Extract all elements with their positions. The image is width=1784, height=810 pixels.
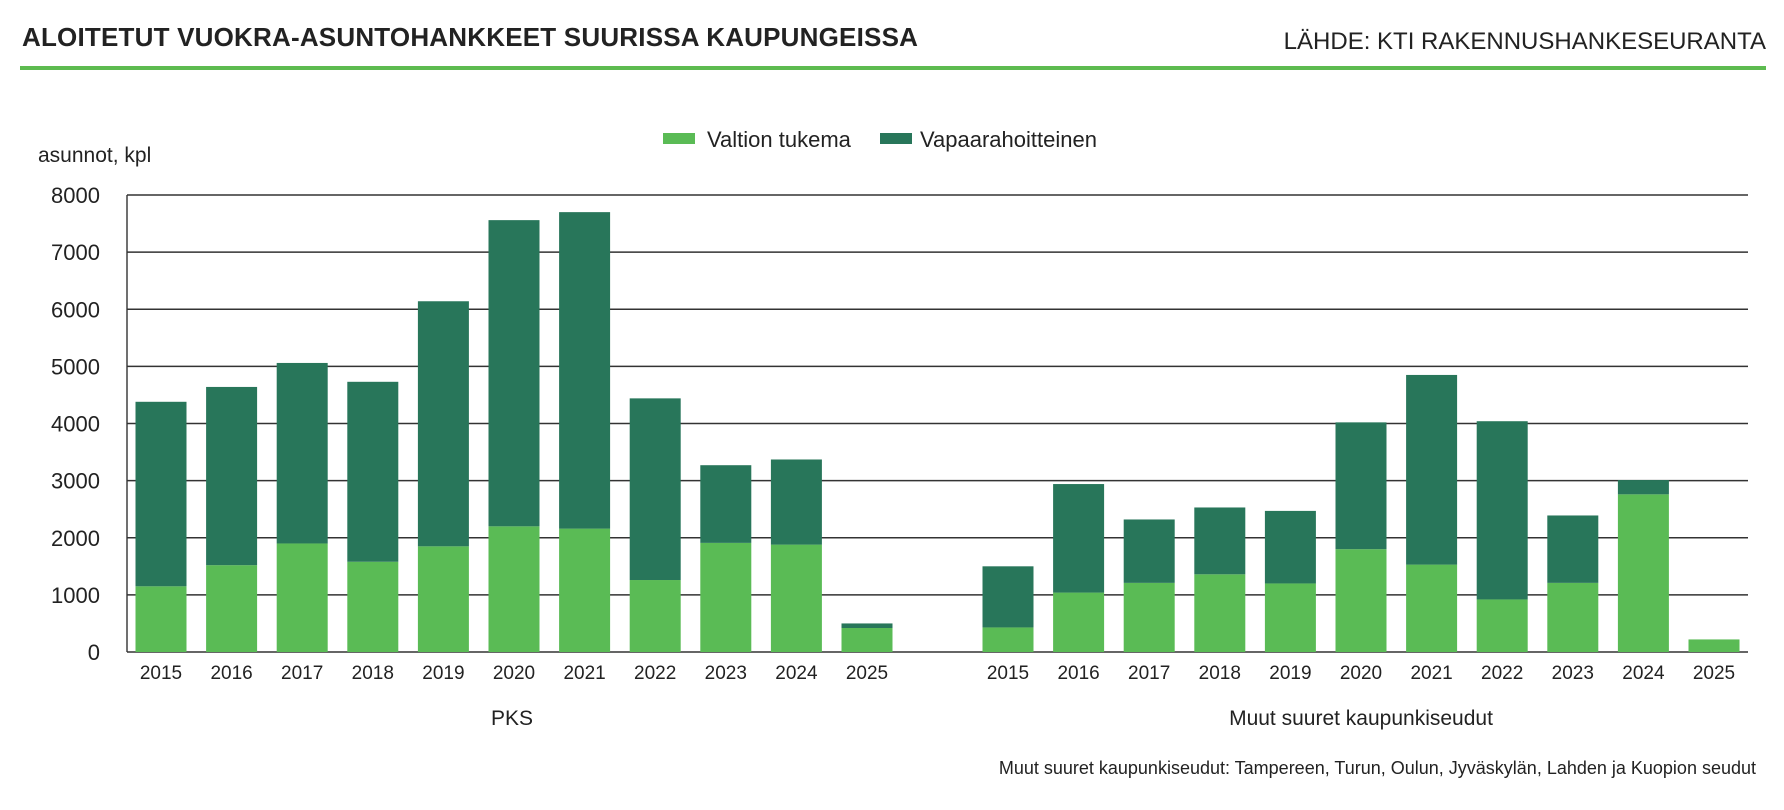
x-tick-label: 2018 xyxy=(352,663,394,684)
bar-segment-valtion-tukema xyxy=(1406,564,1458,652)
bar-segment-valtion-tukema xyxy=(1123,582,1175,652)
bar-segment-vapaarahoitteinen xyxy=(1335,422,1387,550)
legend-label-free: Vapaarahoitteinen xyxy=(920,127,1097,152)
y-tick-labels: 0 1000 2000 3000 4000 5000 6000 7000 8000 xyxy=(51,183,100,665)
x-tick-label: 2022 xyxy=(1481,663,1523,684)
group-label: PKS xyxy=(491,707,533,730)
y-tick-label: 5000 xyxy=(51,354,100,379)
bar-segment-vapaarahoitteinen xyxy=(206,386,258,566)
bar-segment-valtion-tukema xyxy=(1264,583,1316,652)
y-tick-label: 1000 xyxy=(51,583,100,608)
header-divider xyxy=(20,66,1766,70)
bar-segment-valtion-tukema xyxy=(700,542,752,652)
bar-segment-vapaarahoitteinen xyxy=(1053,484,1105,593)
x-tick-label: 2020 xyxy=(1340,663,1382,684)
bar-segment-valtion-tukema xyxy=(1053,592,1105,652)
bar-segment-vapaarahoitteinen xyxy=(1547,515,1599,583)
source-label: LÄHDE: KTI RAKENNUSHANKESEURANTA xyxy=(1283,28,1766,55)
x-tick-label: 2016 xyxy=(210,663,252,684)
group-labels: PKS Muut suuret kaupunkiseudut xyxy=(491,707,1493,730)
bar-segment-valtion-tukema xyxy=(1476,599,1528,652)
x-tick-label: 2024 xyxy=(775,663,818,684)
bar-segment-vapaarahoitteinen xyxy=(1194,507,1246,575)
y-tick-label: 7000 xyxy=(51,240,100,265)
y-tick-label: 6000 xyxy=(51,297,100,322)
legend-swatch-free xyxy=(880,133,912,144)
y-tick-label: 2000 xyxy=(51,526,100,551)
bar-segment-valtion-tukema xyxy=(982,627,1034,652)
bar-segment-vapaarahoitteinen xyxy=(1406,374,1458,565)
x-tick-label: 2025 xyxy=(846,663,888,684)
bar-segment-vapaarahoitteinen xyxy=(488,220,540,527)
x-tick-label: 2015 xyxy=(140,663,182,684)
bar-segment-vapaarahoitteinen xyxy=(1476,421,1528,600)
bar-segment-valtion-tukema xyxy=(770,544,822,652)
y-axis-label: asunnot, kpl xyxy=(38,144,151,167)
x-tick-label: 2017 xyxy=(281,663,323,684)
bar-segment-valtion-tukema xyxy=(559,528,611,652)
bar-segment-valtion-tukema xyxy=(629,580,681,652)
group-label: Muut suuret kaupunkiseudut xyxy=(1229,707,1493,730)
x-tick-label: 2022 xyxy=(634,663,676,684)
bar-segment-valtion-tukema xyxy=(276,543,328,652)
bar-segment-vapaarahoitteinen xyxy=(629,398,681,581)
x-tick-label: 2023 xyxy=(1552,663,1594,684)
legend: Valtion tukema Vapaarahoitteinen xyxy=(663,127,1097,152)
bar-segment-valtion-tukema xyxy=(1617,494,1669,652)
bar-segment-vapaarahoitteinen xyxy=(1264,510,1316,584)
x-tick-label: 2025 xyxy=(1693,663,1735,684)
bar-segment-valtion-tukema xyxy=(488,526,540,652)
bar-segment-vapaarahoitteinen xyxy=(770,459,822,545)
bar-segment-valtion-tukema xyxy=(841,628,893,652)
x-tick-label: 2017 xyxy=(1128,663,1170,684)
bar-segment-valtion-tukema xyxy=(1194,574,1246,652)
footnote: Muut suuret kaupunkiseudut: Tampereen, T… xyxy=(998,758,1756,778)
bar-segment-vapaarahoitteinen xyxy=(982,566,1034,628)
bar-segment-valtion-tukema xyxy=(1547,582,1599,652)
bar-segment-vapaarahoitteinen xyxy=(135,401,187,587)
bar-segment-vapaarahoitteinen xyxy=(559,212,611,529)
x-tick-label: 2023 xyxy=(705,663,747,684)
bar-segment-valtion-tukema xyxy=(135,586,187,652)
bar-segment-valtion-tukema xyxy=(1688,639,1740,652)
x-tick-labels: 2015 2016 2017 2018 2019 2020 2021 2022 2023 2024… xyxy=(140,663,1735,684)
x-tick-label: 2015 xyxy=(987,663,1029,684)
bar-segment-valtion-tukema xyxy=(1335,549,1387,652)
bar-segment-vapaarahoitteinen xyxy=(1617,480,1669,495)
x-tick-label: 2019 xyxy=(1269,663,1311,684)
y-tick-label: 3000 xyxy=(51,469,100,494)
bar-segment-vapaarahoitteinen xyxy=(841,623,893,629)
x-tick-label: 2018 xyxy=(1199,663,1241,684)
y-tick-label: 0 xyxy=(88,640,100,665)
chart-title: ALOITETUT VUOKRA-ASUNTOHANKKEET SUURISSA… xyxy=(22,22,919,52)
x-tick-label: 2024 xyxy=(1622,663,1665,684)
legend-swatch-state xyxy=(663,133,695,144)
x-tick-label: 2016 xyxy=(1057,663,1099,684)
x-tick-label: 2021 xyxy=(563,663,605,684)
bar-segment-valtion-tukema xyxy=(347,561,399,652)
legend-label-state: Valtion tukema xyxy=(707,127,852,152)
x-tick-label: 2021 xyxy=(1410,663,1452,684)
bar-segment-vapaarahoitteinen xyxy=(700,465,752,543)
bar-segment-valtion-tukema xyxy=(206,565,258,652)
bar-segment-vapaarahoitteinen xyxy=(1123,519,1175,583)
x-tick-label: 2019 xyxy=(422,663,464,684)
bar-segment-vapaarahoitteinen xyxy=(417,301,469,547)
bar-segment-vapaarahoitteinen xyxy=(347,381,399,562)
bar-segment-vapaarahoitteinen xyxy=(276,362,328,544)
bars xyxy=(135,212,1740,652)
y-tick-label: 8000 xyxy=(51,183,100,208)
x-tick-label: 2020 xyxy=(493,663,535,684)
y-tick-label: 4000 xyxy=(51,412,100,437)
bar-segment-valtion-tukema xyxy=(417,546,469,652)
